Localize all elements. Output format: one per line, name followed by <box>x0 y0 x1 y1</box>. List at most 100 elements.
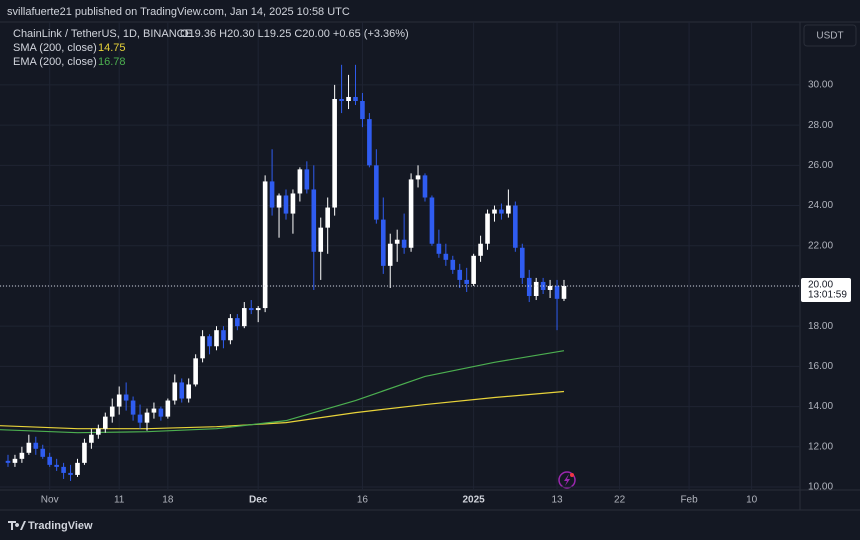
candle-body <box>374 165 379 220</box>
candle-body <box>214 330 219 347</box>
x-tick-label: 22 <box>614 495 626 506</box>
candle-body <box>415 175 421 180</box>
candle-body <box>478 243 483 256</box>
candle-body <box>332 98 337 208</box>
candle-body <box>123 394 129 401</box>
candle-body <box>172 382 178 401</box>
candle-body <box>165 400 171 417</box>
candle-body <box>228 318 233 341</box>
candle-body <box>380 219 386 266</box>
candle-body <box>499 209 504 214</box>
candle-body <box>422 175 428 198</box>
candle-body <box>137 414 143 423</box>
x-tick-label: Feb <box>680 495 698 506</box>
candle-body <box>346 96 351 102</box>
y-tick-label: 30.00 <box>808 80 833 91</box>
candle-body <box>561 285 567 299</box>
sma-value: 14.75 <box>98 42 126 54</box>
symbol-title: ChainLink / TetherUS, 1D, BINANCE <box>13 28 192 40</box>
candle-body <box>311 189 317 252</box>
indicator-line <box>0 350 565 434</box>
candle-body <box>5 460 11 463</box>
candle-body <box>200 336 205 359</box>
candle-body <box>394 239 400 244</box>
candle-body <box>47 456 52 465</box>
candle-body <box>436 243 442 254</box>
candle-body <box>158 408 164 417</box>
currency-label: USDT <box>816 31 843 42</box>
candle-body <box>269 181 275 208</box>
y-tick-label: 14.00 <box>808 401 833 412</box>
candle-body <box>193 358 198 385</box>
candle-body <box>506 205 511 214</box>
y-tick-label: 10.00 <box>808 482 833 493</box>
candle-body <box>471 255 476 284</box>
y-tick-label: 18.00 <box>808 321 833 332</box>
candle-body <box>401 239 407 248</box>
candle-body <box>408 179 414 248</box>
ohlc-legend: O19.36 H20.30 L19.25 C20.00 +0.65 (+3.36… <box>180 28 409 40</box>
candle-body <box>464 279 469 284</box>
candle-body <box>26 442 32 453</box>
candle-body <box>513 205 518 248</box>
indicator-line <box>0 390 565 430</box>
y-tick-label: 24.00 <box>808 200 833 211</box>
candle-body <box>450 259 456 270</box>
candle-body <box>387 243 393 266</box>
candle-body <box>519 247 525 278</box>
candle-body <box>221 330 226 341</box>
candle-body <box>526 277 532 297</box>
legend: ChainLink / TetherUS, 1D, BINANCE O19.36… <box>13 28 409 68</box>
candle-body <box>304 169 310 190</box>
candle-body <box>130 400 136 415</box>
candle-body <box>492 209 497 214</box>
x-tick-label: Dec <box>249 495 268 506</box>
candle-body <box>554 285 560 299</box>
x-tick-label: Nov <box>41 495 59 506</box>
y-tick-label: 26.00 <box>808 160 833 171</box>
plot-area <box>0 22 800 490</box>
candle-body <box>353 96 358 102</box>
candle-body <box>547 285 553 290</box>
candle-body <box>255 308 261 311</box>
x-tick-label: 18 <box>162 495 174 506</box>
candle-body <box>207 336 212 347</box>
candle-body <box>54 464 59 467</box>
x-tick-label: 11 <box>114 495 125 506</box>
brand-logo: TradingView <box>8 520 93 532</box>
y-tick-label: 12.00 <box>808 441 833 452</box>
candle-body <box>367 119 372 166</box>
candle-body <box>443 253 449 260</box>
candle-body <box>109 406 115 417</box>
sma-legend: SMA (200, close) <box>13 42 97 54</box>
candle-body <box>68 472 73 475</box>
candle-body <box>82 442 87 463</box>
candle-body <box>360 101 365 120</box>
candle-body <box>151 408 157 413</box>
candle-body <box>262 181 268 309</box>
candle-body <box>116 394 122 407</box>
price-label: 20.00 <box>808 280 833 291</box>
candle-body <box>75 462 80 475</box>
x-tick-label: 2025 <box>463 495 486 506</box>
x-tick-label: 10 <box>746 495 758 506</box>
price-countdown: 13:01:59 <box>808 290 847 301</box>
candle-body <box>339 98 344 102</box>
currency-box <box>803 24 857 47</box>
candle-body <box>533 281 539 297</box>
candle-body <box>19 452 25 459</box>
candle-body <box>144 412 150 423</box>
candle-body <box>325 207 330 228</box>
candle-body <box>283 195 289 214</box>
candle-body <box>96 428 101 435</box>
x-tick-label: 16 <box>357 495 369 506</box>
candle-body <box>318 227 324 252</box>
candle-body <box>61 466 66 473</box>
candle-body <box>248 308 254 311</box>
candle-body <box>297 169 303 194</box>
y-tick-label: 16.00 <box>808 361 833 372</box>
candle-body <box>290 193 296 214</box>
candle-body <box>457 269 463 280</box>
alert-icon <box>558 471 576 489</box>
